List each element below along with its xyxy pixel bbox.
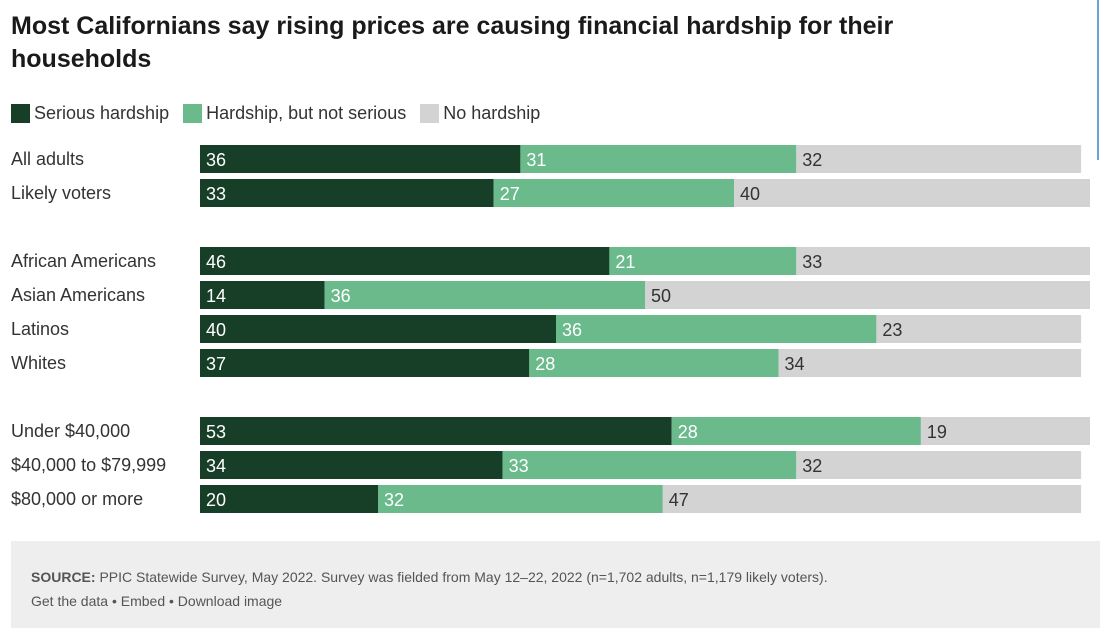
data-label-serious: 34 [206, 456, 226, 476]
category-label: Asian Americans [11, 285, 145, 305]
legend-item-none: No hardship [420, 103, 540, 124]
bar-segment-serious [200, 145, 521, 173]
chart-title: Most Californians say rising prices are … [11, 12, 894, 73]
data-label-not-serious: 21 [615, 252, 635, 272]
data-label-none: 32 [802, 150, 822, 170]
data-label-none: 50 [651, 286, 671, 306]
legend-label-serious: Serious hardship [34, 102, 170, 123]
bar-row: Latinos 40 36 23 [11, 315, 1082, 343]
bar-row: Under $40,000 53 28 19 [11, 417, 1090, 445]
bar-row: $40,000 to $79,999 34 33 32 [11, 451, 1082, 479]
data-label-none: 47 [669, 490, 689, 510]
bar-segment-serious [200, 281, 325, 309]
data-label-serious: 37 [206, 354, 226, 374]
legend: Serious hardship Hardship, but not serio… [11, 102, 554, 124]
legend-label-none: No hardship [443, 102, 541, 123]
stacked-bar-chart: All adults 36 31 32 Likely voters 33 27 40 Afric… [11, 145, 1090, 513]
link-separator: • [111, 593, 117, 609]
bar-segment-serious [200, 417, 672, 445]
bar-segment-not-serious [378, 485, 663, 513]
category-label: Whites [11, 353, 66, 373]
data-label-serious: 14 [206, 286, 226, 306]
download-image-link[interactable]: Download image [177, 593, 283, 609]
category-label: Under $40,000 [11, 421, 130, 441]
data-label-none: 32 [802, 456, 822, 476]
data-label-serious: 20 [206, 490, 226, 510]
bar-segment-none [662, 485, 1082, 513]
data-label-not-serious: 33 [509, 456, 529, 476]
bar-segment-serious [200, 349, 530, 377]
category-label: All adults [11, 149, 84, 169]
bar-row: Asian Americans 14 36 50 [11, 281, 1090, 309]
bar-segment-not-serious [502, 451, 797, 479]
bar-row: Likely voters 33 27 40 [11, 179, 1090, 207]
data-label-not-serious: 27 [500, 184, 520, 204]
source-line: SOURCE: PPIC Statewide Survey, May 2022.… [31, 565, 1100, 589]
legend-swatch-serious [11, 103, 30, 123]
legend-label-not-serious: Hardship, but not serious [206, 102, 407, 123]
legend-item-serious: Serious hardship [11, 103, 169, 124]
data-label-none: 23 [882, 320, 902, 340]
bar-segment-not-serious [671, 417, 921, 445]
data-label-serious: 53 [206, 422, 226, 442]
bar-segment-not-serious [556, 315, 877, 343]
bar-segment-none [645, 281, 1090, 309]
data-label-serious: 33 [206, 184, 226, 204]
bar-segment-none [796, 247, 1090, 275]
category-label: African Americans [11, 251, 156, 271]
scrollbar-indicator[interactable] [1097, 0, 1099, 160]
category-label: $80,000 or more [11, 489, 143, 509]
data-label-none: 33 [802, 252, 822, 272]
data-label-serious: 46 [206, 252, 226, 272]
bar-row: All adults 36 31 32 [11, 145, 1082, 173]
bar-segment-serious [200, 315, 556, 343]
get-data-link[interactable]: Get the data [31, 593, 109, 609]
bar-segment-none [796, 145, 1082, 173]
data-label-not-serious: 31 [526, 150, 546, 170]
source-panel: SOURCE: PPIC Statewide Survey, May 2022.… [11, 541, 1100, 628]
bar-segment-none [876, 315, 1082, 343]
data-label-not-serious: 36 [331, 286, 351, 306]
bar-segment-serious [200, 179, 494, 207]
data-label-serious: 36 [206, 150, 226, 170]
bar-segment-none [796, 451, 1082, 479]
data-label-none: 34 [785, 354, 805, 374]
category-label: Likely voters [11, 183, 111, 203]
data-label-not-serious: 28 [678, 422, 698, 442]
data-label-none: 19 [927, 422, 947, 442]
category-label: Latinos [11, 319, 69, 339]
bar-row: $80,000 or more 20 32 47 [11, 485, 1082, 513]
data-label-none: 40 [740, 184, 760, 204]
bar-segment-serious [200, 485, 378, 513]
bar-row: African Americans 46 21 33 [11, 247, 1090, 275]
source-label: SOURCE: [31, 569, 96, 585]
bar-segment-not-serious [324, 281, 645, 309]
link-separator: • [169, 593, 174, 609]
category-label: $40,000 to $79,999 [11, 455, 166, 475]
bar-row: Whites 37 28 34 [11, 349, 1082, 377]
legend-swatch-not-serious [183, 103, 203, 123]
bar-segment-serious [200, 247, 610, 275]
bar-segment-none [778, 349, 1082, 377]
data-label-serious: 40 [206, 320, 226, 340]
data-label-not-serious: 28 [535, 354, 555, 374]
legend-swatch-none [420, 103, 440, 123]
legend-item-not-serious: Hardship, but not serious [183, 103, 406, 124]
embed-link[interactable]: Embed [120, 593, 166, 609]
bar-segment-not-serious [529, 349, 779, 377]
bar-segment-not-serious [609, 247, 797, 275]
source-links: Get the data • Embed • Download image [31, 589, 1100, 613]
bar-segment-not-serious [520, 145, 797, 173]
data-label-not-serious: 32 [384, 490, 404, 510]
bar-segment-none [734, 179, 1090, 207]
bar-segment-not-serious [493, 179, 734, 207]
data-label-not-serious: 36 [562, 320, 582, 340]
bar-segment-serious [200, 451, 503, 479]
bar-segment-none [920, 417, 1090, 445]
source-text: PPIC Statewide Survey, May 2022. Survey … [99, 569, 828, 585]
